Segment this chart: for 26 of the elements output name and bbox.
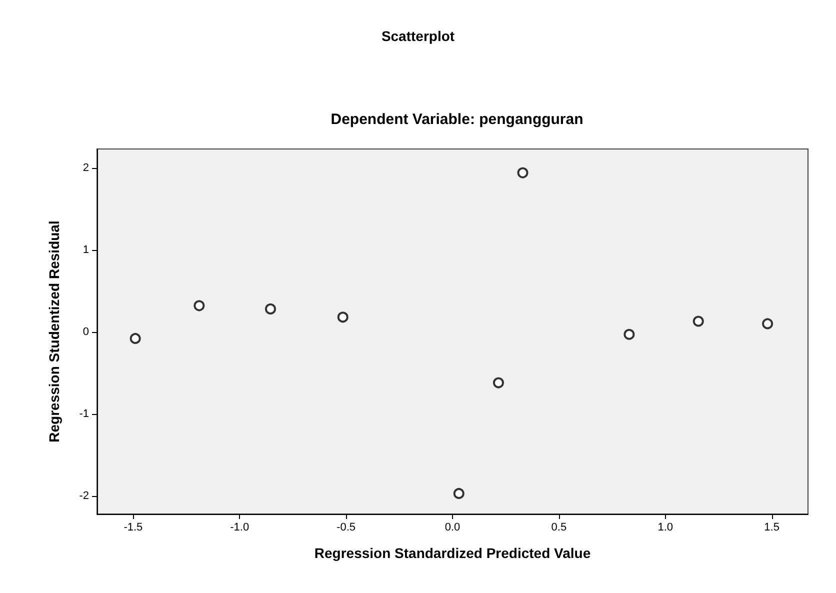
x-tick-label: 1.5 [764,522,780,534]
x-tick-label: -1.5 [124,522,143,534]
x-axis-title: Regression Standardized Predicted Value [314,545,591,561]
point [194,300,205,312]
x-tick-label: 0.5 [551,522,567,534]
point [624,328,635,340]
y-tick-label: -2 [79,490,89,502]
x-tick-label: -1.0 [230,522,250,534]
point [265,303,276,314]
point [453,488,464,499]
x-tick-label: 0.0 [444,522,460,534]
point [692,316,704,327]
y-axis-title: Regression Studentized Residual [46,220,62,442]
chart-subtitle: Dependent Variable: pengangguran [330,111,584,128]
y-tick-label: -1 [79,408,89,420]
point [337,312,348,323]
point [130,332,141,344]
point [762,318,774,330]
chart-title: Scatterplot [381,28,455,44]
point [492,377,504,388]
y-tick-label: 0 [82,326,89,338]
x-tick-label: -0.5 [336,522,356,534]
x-tick-label: 1.0 [658,522,674,534]
point [517,167,528,178]
y-tick-label: 1 [82,244,89,256]
y-tick-label: 2 [82,162,89,174]
